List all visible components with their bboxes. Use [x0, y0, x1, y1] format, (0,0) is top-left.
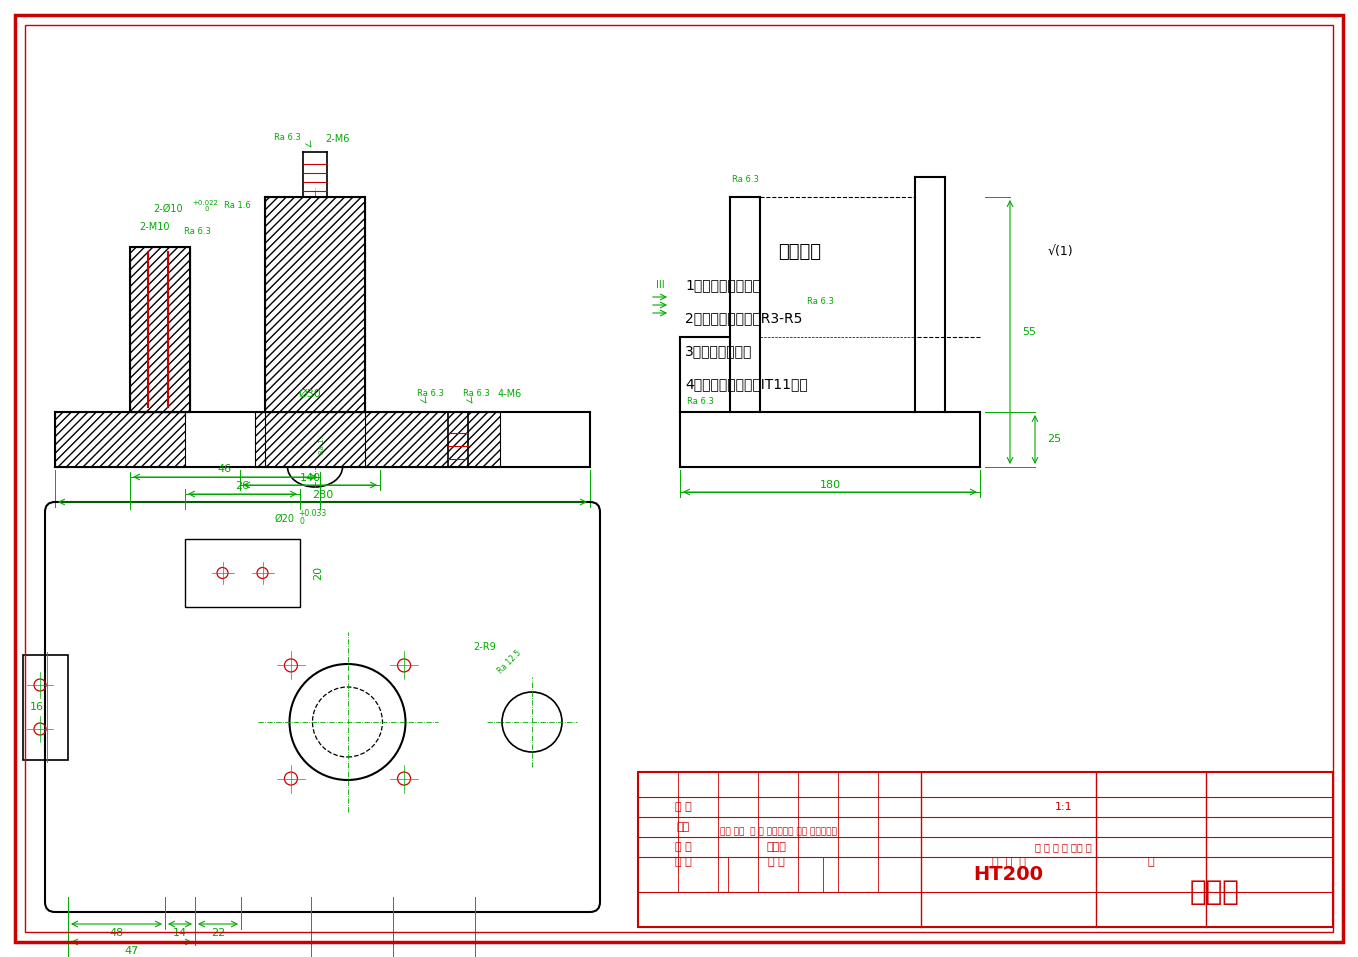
Text: 2、未注铸造圆角为R3-R5: 2、未注铸造圆角为R3-R5 — [684, 311, 803, 325]
Text: Ra 6.3: Ra 6.3 — [417, 389, 444, 398]
Text: 阶 段 标 量 量比 例: 阶 段 标 量 量比 例 — [1035, 842, 1092, 852]
Text: 47: 47 — [125, 946, 139, 956]
Text: 工 艺: 工 艺 — [675, 857, 691, 867]
Text: 0: 0 — [300, 517, 306, 525]
Bar — [56, 412, 185, 467]
Text: 1、锐边倒棱去毛刺: 1、锐边倒棱去毛刺 — [684, 278, 760, 292]
Text: +0.022: +0.022 — [191, 200, 217, 206]
Text: 2-R9: 2-R9 — [474, 642, 497, 652]
Text: 夹具体: 夹具体 — [1190, 878, 1240, 906]
Text: 页: 页 — [1148, 857, 1154, 867]
Text: 55: 55 — [1023, 327, 1036, 337]
Text: Ø30: Ø30 — [299, 389, 322, 399]
Text: Ra 12.5: Ra 12.5 — [497, 649, 523, 676]
Text: 48: 48 — [110, 928, 124, 938]
Text: 14: 14 — [172, 928, 187, 938]
Text: 3、人工时效处理: 3、人工时效处理 — [684, 344, 752, 358]
Text: 技术要求: 技术要求 — [778, 243, 822, 261]
Text: Ra 1.6: Ra 1.6 — [224, 201, 250, 210]
Bar — [265, 197, 365, 412]
Bar — [23, 655, 68, 760]
Text: Ra 6.3: Ra 6.3 — [807, 298, 834, 306]
Bar — [638, 772, 1334, 927]
Text: Ø20: Ø20 — [276, 514, 295, 524]
Text: 4-M6: 4-M6 — [498, 389, 521, 399]
Text: 46: 46 — [217, 464, 232, 474]
Text: 2-M6: 2-M6 — [325, 134, 349, 144]
Text: 2-Ø10: 2-Ø10 — [153, 204, 183, 214]
Text: 批 准: 批 准 — [767, 857, 785, 867]
Text: 4、未注尺寸公差按IT11标准: 4、未注尺寸公差按IT11标准 — [684, 377, 808, 391]
Text: 共  张  第: 共 张 第 — [991, 857, 1025, 867]
Text: 140: 140 — [299, 473, 320, 483]
Text: Ra 6.3: Ra 6.3 — [687, 397, 713, 407]
Bar — [185, 539, 300, 607]
Text: +0.033: +0.033 — [297, 509, 326, 519]
Text: Ra 6.3: Ra 6.3 — [463, 389, 489, 398]
Text: 审 核: 审 核 — [675, 802, 691, 812]
Text: Ra 6.3: Ra 6.3 — [183, 228, 210, 236]
Text: Ra 6.3: Ra 6.3 — [732, 174, 758, 184]
Text: 20: 20 — [312, 566, 323, 580]
Bar — [130, 247, 190, 412]
Bar — [130, 247, 190, 412]
Text: 180: 180 — [819, 480, 841, 490]
Text: Ra 6.3: Ra 6.3 — [273, 132, 300, 142]
Text: 标准化: 标准化 — [766, 842, 786, 852]
Bar — [255, 412, 500, 467]
Text: 16: 16 — [30, 702, 43, 712]
Text: HT200: HT200 — [974, 865, 1043, 884]
Text: 0: 0 — [205, 206, 209, 212]
Text: 设 计: 设 计 — [675, 842, 691, 852]
Text: 1:1: 1:1 — [1055, 802, 1073, 812]
Text: Ra 1.: Ra 1. — [319, 436, 325, 454]
Text: 22: 22 — [210, 928, 225, 938]
Text: III: III — [656, 280, 664, 290]
Text: 标记 处数  分 区 更改文件号 签名 年、月、日: 标记 处数 分 区 更改文件号 签名 年、月、日 — [720, 828, 837, 836]
Text: 2-M10: 2-M10 — [140, 222, 170, 232]
Text: 制图: 制图 — [676, 822, 690, 832]
Text: 26: 26 — [235, 481, 250, 491]
Text: √(1): √(1) — [1047, 246, 1073, 258]
Text: 25: 25 — [1047, 434, 1061, 444]
Text: 280: 280 — [312, 490, 333, 500]
